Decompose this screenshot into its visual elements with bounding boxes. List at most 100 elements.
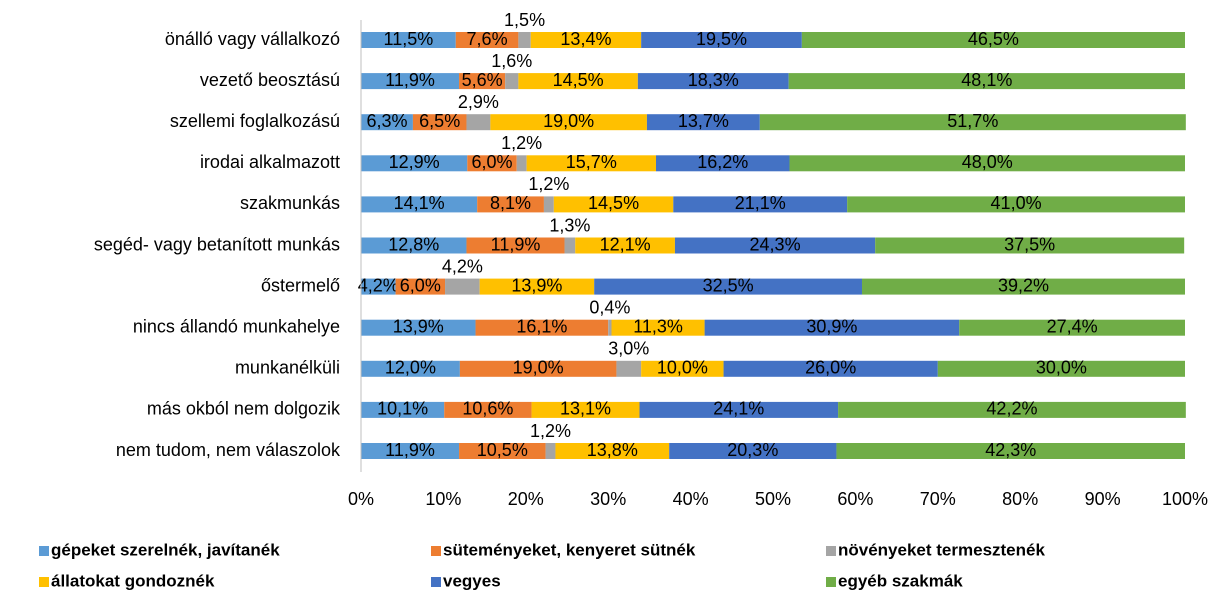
data-label: 13,4% xyxy=(560,29,611,49)
category-label: más okból nem dolgozik xyxy=(147,399,341,419)
data-label: 12,1% xyxy=(600,234,651,254)
data-label: 15,7% xyxy=(566,152,617,172)
category-label: szellemi foglalkozású xyxy=(170,111,340,131)
data-label: 20,3% xyxy=(727,440,778,460)
bar-segment xyxy=(459,443,546,459)
bar-segment xyxy=(526,155,656,172)
bar-segment xyxy=(445,278,480,295)
legend-label: gépeket szerelnék, javítanék xyxy=(51,540,280,559)
bar-segment xyxy=(466,114,491,131)
data-label: 12,9% xyxy=(389,152,440,172)
legend-label: egyéb szakmák xyxy=(838,571,963,590)
x-tick-label: 30% xyxy=(590,489,626,509)
bar-segment xyxy=(361,360,460,377)
bar-segment xyxy=(361,196,478,213)
bar-segment xyxy=(361,155,468,172)
category-label: vezető beosztású xyxy=(200,70,340,90)
bar-segment xyxy=(838,401,1186,418)
data-label: 42,2% xyxy=(986,399,1037,419)
data-label: 11,9% xyxy=(491,234,541,254)
bar-segment xyxy=(444,401,532,418)
bar-segment xyxy=(545,443,556,459)
bar-segment xyxy=(531,401,640,418)
data-label: 41,0% xyxy=(991,193,1042,213)
data-label: 10,1% xyxy=(377,399,428,419)
data-label: 19,0% xyxy=(513,358,564,378)
data-label: 11,3% xyxy=(633,316,683,336)
bar-segment xyxy=(611,319,705,336)
data-label: 10,6% xyxy=(462,399,513,419)
data-label: 11,9% xyxy=(385,440,435,460)
bar-segment xyxy=(516,155,527,172)
x-tick-label: 10% xyxy=(425,489,461,509)
data-label: 42,3% xyxy=(985,440,1036,460)
category-label: irodai alkalmazott xyxy=(200,152,340,172)
bar-segment xyxy=(673,196,848,213)
bar-segment xyxy=(641,32,802,48)
bar-segment xyxy=(564,237,576,254)
data-label: 6,0% xyxy=(400,275,441,295)
data-label: 16,2% xyxy=(697,152,748,172)
data-label: 13,1% xyxy=(560,399,611,419)
data-label: 0,4% xyxy=(589,297,630,317)
bar-segment xyxy=(361,443,460,459)
data-label: 8,1% xyxy=(490,193,531,213)
legend-swatch xyxy=(39,577,49,587)
bar-segment xyxy=(788,73,1185,90)
data-label: 1,2% xyxy=(530,421,571,441)
bar-segment xyxy=(459,73,506,90)
data-label: 1,5% xyxy=(504,10,545,30)
data-label: 10,0% xyxy=(657,358,708,378)
data-label: 1,6% xyxy=(491,51,532,71)
data-label: 1,3% xyxy=(549,215,590,235)
legend-label: növényeket termesztenék xyxy=(838,540,1045,559)
bar-segment xyxy=(467,155,517,172)
data-label: 30,9% xyxy=(806,316,857,336)
data-label: 51,7% xyxy=(947,111,998,131)
bar-segment xyxy=(847,196,1185,213)
legend-swatch xyxy=(826,577,836,587)
bar-segment xyxy=(937,360,1185,377)
data-label: 3,0% xyxy=(608,339,649,359)
bar-segment xyxy=(361,278,396,295)
data-label: 18,3% xyxy=(688,70,739,90)
legend-swatch xyxy=(431,577,441,587)
data-label: 5,6% xyxy=(462,70,503,90)
data-label: 1,2% xyxy=(528,174,569,194)
category-label: őstermelő xyxy=(261,275,340,295)
bar-segment xyxy=(361,401,445,418)
legend-swatch xyxy=(431,546,441,556)
x-tick-label: 100% xyxy=(1162,489,1208,509)
data-label: 1,2% xyxy=(501,133,542,153)
data-label: 26,0% xyxy=(805,358,856,378)
data-label: 13,9% xyxy=(393,316,444,336)
category-label: segéd- vagy betanított munkás xyxy=(94,234,340,254)
category-label: munkanélküli xyxy=(235,358,340,378)
data-label: 13,8% xyxy=(587,440,638,460)
bar-segment xyxy=(361,237,467,254)
bar-segment xyxy=(361,114,413,131)
data-label: 12,0% xyxy=(385,358,436,378)
legend-label: vegyes xyxy=(443,571,501,590)
bar-segment xyxy=(575,237,675,254)
x-tick-label: 50% xyxy=(755,489,791,509)
bar-segment xyxy=(475,319,609,336)
data-label: 6,0% xyxy=(472,152,513,172)
category-label: szakmunkás xyxy=(240,193,340,213)
data-label: 11,5% xyxy=(384,29,434,49)
x-tick-label: 20% xyxy=(508,489,544,509)
bar-segment xyxy=(959,319,1185,336)
legend-swatch xyxy=(826,546,836,556)
category-label: nincs állandó munkahelye xyxy=(133,316,340,336)
data-label: 2,9% xyxy=(458,92,499,112)
bar-segment xyxy=(704,319,960,336)
bar-segment xyxy=(723,360,938,377)
data-label: 48,1% xyxy=(961,70,1012,90)
bar-segment xyxy=(459,360,617,377)
data-label: 30,0% xyxy=(1036,358,1087,378)
bar-segment xyxy=(412,114,467,131)
bar-segment xyxy=(361,319,476,336)
bar-segment xyxy=(875,237,1185,254)
data-label: 14,5% xyxy=(588,193,639,213)
